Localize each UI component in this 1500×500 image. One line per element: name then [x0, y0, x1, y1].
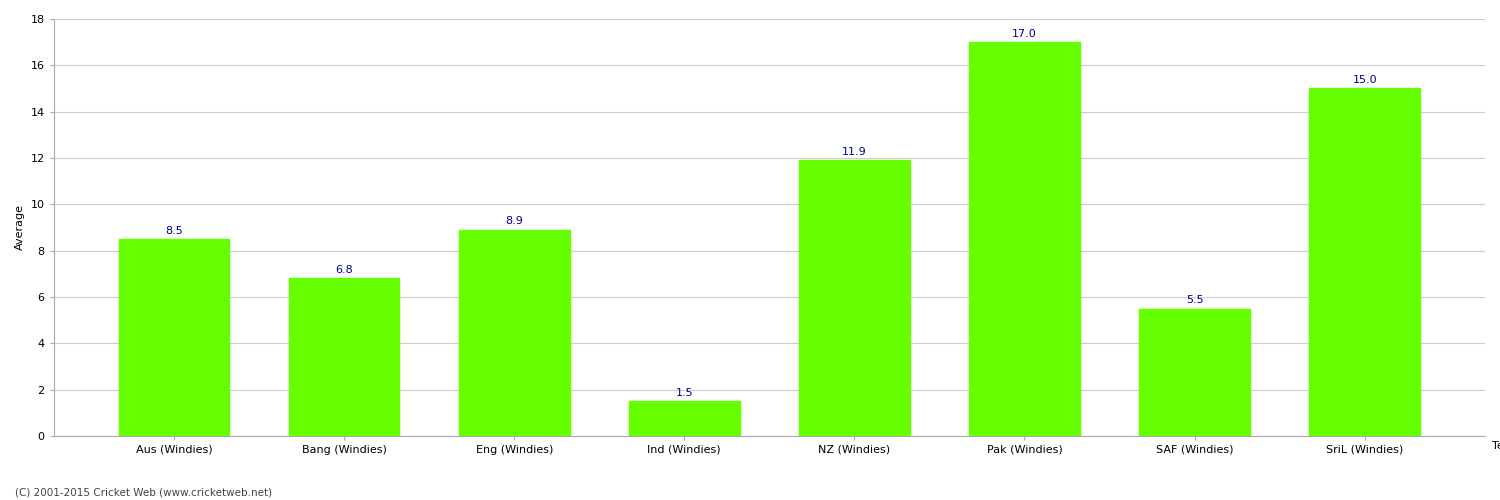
Bar [1310, 88, 1420, 436]
Text: 11.9: 11.9 [842, 147, 867, 157]
Bar [290, 278, 399, 436]
Text: 17.0: 17.0 [1013, 28, 1036, 38]
Bar [459, 230, 570, 436]
Bar [969, 42, 1080, 436]
Text: 15.0: 15.0 [1353, 75, 1377, 85]
Text: (C) 2001-2015 Cricket Web (www.cricketweb.net): (C) 2001-2015 Cricket Web (www.cricketwe… [15, 488, 272, 498]
Text: 8.9: 8.9 [506, 216, 524, 226]
Bar [118, 239, 230, 436]
Text: Team: Team [1492, 441, 1500, 451]
Bar [1140, 308, 1250, 436]
Bar [628, 401, 740, 436]
Text: 1.5: 1.5 [675, 388, 693, 398]
Text: 6.8: 6.8 [336, 265, 352, 275]
Bar [800, 160, 909, 436]
Text: 8.5: 8.5 [165, 226, 183, 235]
Text: 5.5: 5.5 [1186, 295, 1203, 305]
Y-axis label: Average: Average [15, 204, 26, 250]
